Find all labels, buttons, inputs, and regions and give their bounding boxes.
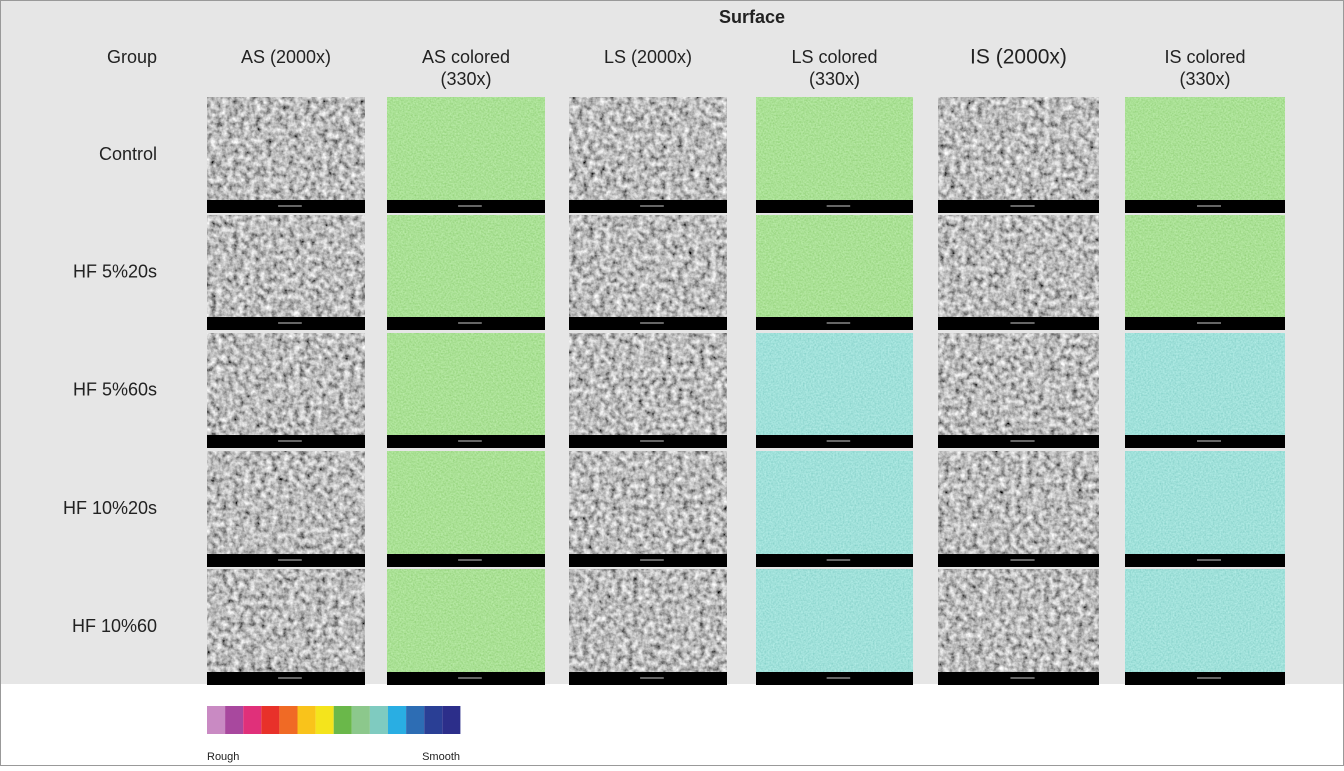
sem-image xyxy=(569,451,727,567)
color-swatch xyxy=(207,706,225,734)
colored-image xyxy=(756,451,913,567)
color-swatch xyxy=(316,706,334,734)
colored-image xyxy=(756,569,913,685)
column-header: AS (2000x) xyxy=(241,47,331,67)
color-swatch xyxy=(442,706,460,734)
color-swatch xyxy=(225,706,243,734)
row-label: Control xyxy=(99,144,157,164)
row-label: HF 10%20s xyxy=(63,498,157,518)
color-swatch xyxy=(352,706,370,734)
colored-image xyxy=(1125,97,1285,213)
column-header: IS (2000x) xyxy=(970,46,1067,69)
sem-image xyxy=(207,451,365,567)
sem-image xyxy=(207,333,365,448)
figure: Surface Group Rough Smooth AS (2000x) AS … xyxy=(0,0,1344,766)
page: Surface Group Rough Smooth AS (2000x) AS … xyxy=(0,0,1344,771)
colored-image xyxy=(387,333,545,448)
colored-image xyxy=(1125,569,1285,685)
colored-image xyxy=(387,569,545,685)
sem-image xyxy=(569,569,727,685)
row-label: HF 10%60 xyxy=(72,616,157,636)
column-header: (330x) xyxy=(809,69,860,89)
column-header: IS colored xyxy=(1164,47,1245,67)
sem-image xyxy=(569,333,727,448)
color-swatch xyxy=(261,706,279,734)
row-label: HF 5%60s xyxy=(73,379,157,399)
colored-image xyxy=(1125,333,1285,448)
colored-image xyxy=(756,333,913,448)
sem-image xyxy=(938,97,1099,213)
color-swatch xyxy=(298,706,316,734)
legend-rough: Rough xyxy=(207,751,239,763)
sem-image xyxy=(569,97,727,213)
column-header: (330x) xyxy=(1179,69,1230,89)
color-swatch xyxy=(388,706,406,734)
colored-image xyxy=(1125,451,1285,567)
sem-image xyxy=(938,569,1099,685)
sem-image xyxy=(938,215,1099,330)
color-swatch xyxy=(243,706,261,734)
colored-image xyxy=(387,451,545,567)
color-swatch xyxy=(279,706,297,734)
colored-image xyxy=(387,97,545,213)
column-header: LS (2000x) xyxy=(604,47,692,67)
colored-image xyxy=(1125,215,1285,330)
legend-smooth: Smooth xyxy=(422,751,460,763)
sem-image xyxy=(207,97,365,213)
sem-image xyxy=(938,451,1099,567)
column-header: AS colored xyxy=(422,47,510,67)
title: Surface xyxy=(719,7,785,27)
color-swatch xyxy=(424,706,442,734)
row-label: HF 5%20s xyxy=(73,261,157,281)
sem-image xyxy=(207,215,365,330)
color-swatch xyxy=(334,706,352,734)
column-header: LS colored xyxy=(791,47,877,67)
sem-image xyxy=(938,333,1099,448)
sem-image xyxy=(569,215,727,330)
colored-image xyxy=(756,215,913,330)
color-swatch xyxy=(406,706,424,734)
column-header: (330x) xyxy=(440,69,491,89)
sem-image xyxy=(207,569,365,685)
group-label: Group xyxy=(107,47,157,67)
color-swatch xyxy=(370,706,388,734)
colored-image xyxy=(387,215,545,330)
colored-image xyxy=(756,97,913,213)
